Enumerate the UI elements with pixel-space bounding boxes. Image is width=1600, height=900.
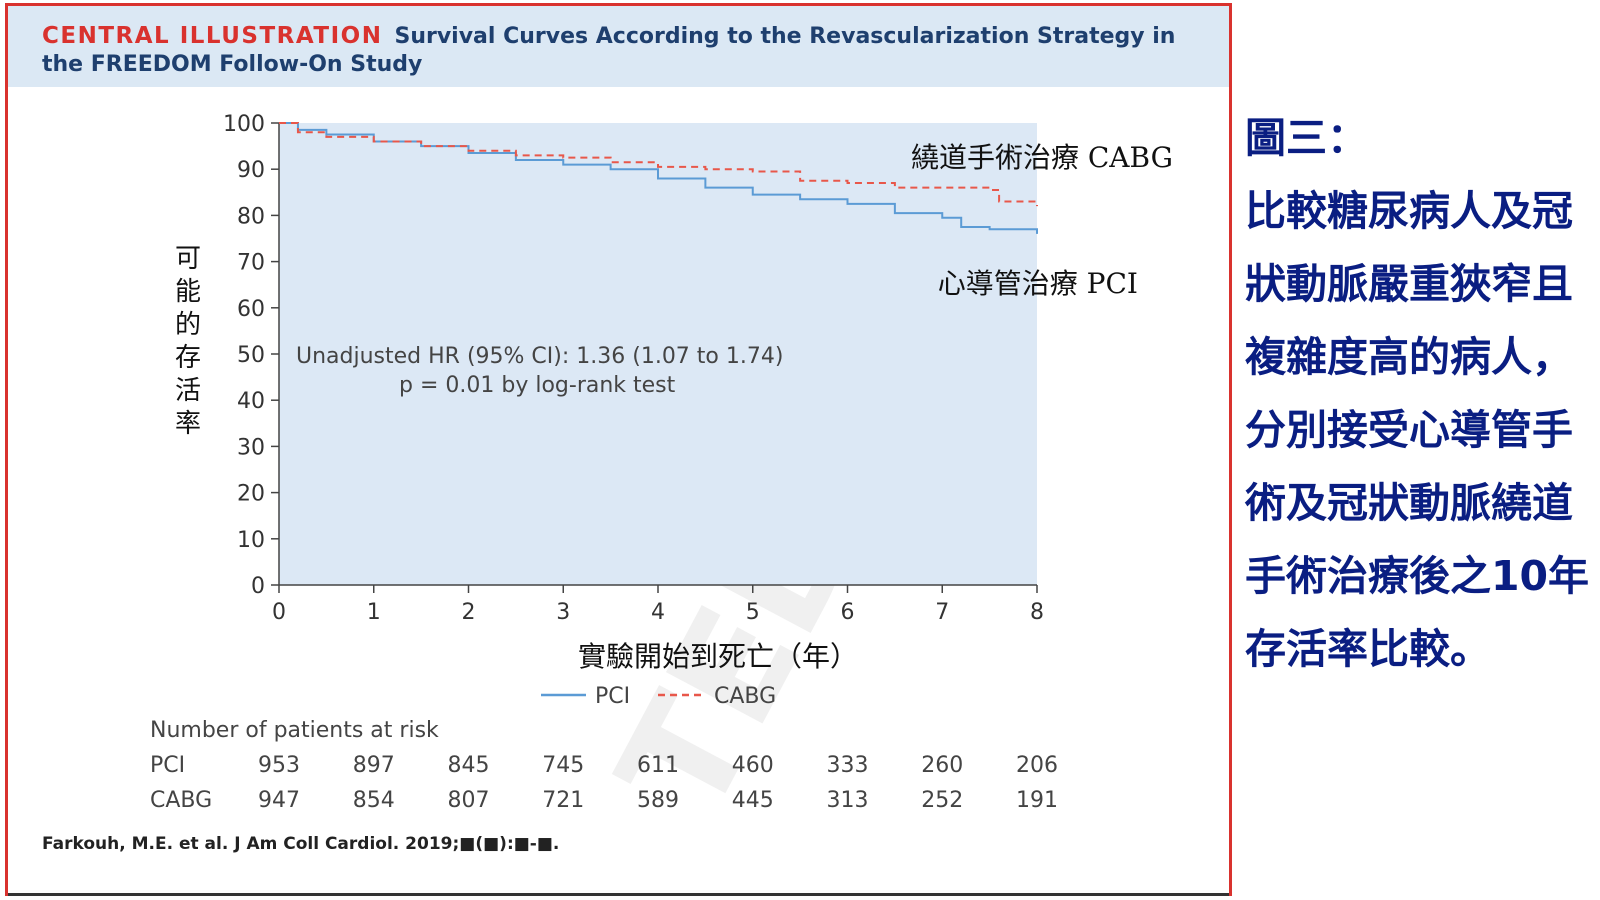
y-tick-label: 10 — [237, 528, 265, 553]
risk-cell: 589 — [637, 788, 679, 813]
citation: Farkouh, M.E. et al. J Am Coll Cardiol. … — [42, 834, 559, 854]
risk-cell: 260 — [921, 753, 963, 778]
header-text: CENTRAL ILLUSTRATION Survival Curves Acco… — [42, 22, 1192, 79]
risk-cell: 953 — [258, 753, 300, 778]
risk-row-label: CABG — [150, 788, 212, 813]
risk-cell: 252 — [921, 788, 963, 813]
header-label: CENTRAL ILLUSTRATION — [42, 23, 383, 49]
series-layer — [279, 122, 1038, 234]
risk-cell: 206 — [1016, 753, 1058, 778]
x-tick-label: 7 — [935, 600, 949, 625]
risk-cell: 807 — [448, 788, 490, 813]
risk-table: Number of patients at risk PCI 953 897 845 7… — [150, 718, 1058, 813]
caption-heading: 圖三： — [1245, 114, 1368, 162]
y-tick-label: 50 — [237, 343, 265, 368]
y-tick-label: 0 — [251, 574, 265, 599]
risk-cell: 445 — [732, 788, 774, 813]
risk-cell: 845 — [448, 753, 490, 778]
y-axis-title-char: 存 — [175, 343, 201, 373]
right-caption: 圖三： 比較糖尿病人及冠狀動脈嚴重狹窄且複雜度高的病人，分別接受心導管手術及冠狀… — [1245, 102, 1597, 686]
y-axis-title-char: 率 — [175, 409, 201, 439]
y-tick-label: 60 — [237, 297, 265, 322]
risk-cell: 313 — [827, 788, 869, 813]
y-tick-label: 20 — [237, 482, 265, 507]
x-axis-title: 實驗開始到死亡（年） — [578, 640, 858, 673]
plot-area — [279, 123, 1037, 585]
central-illustration-panel: CENTRAL ILLUSTRATION Survival Curves Acco… — [5, 3, 1232, 896]
x-tick-label: 5 — [746, 600, 760, 625]
risk-cell: 191 — [1016, 788, 1058, 813]
risk-cell: 333 — [827, 753, 869, 778]
risk-cell: 947 — [258, 788, 300, 813]
risk-cell: 460 — [732, 753, 774, 778]
bottom-rule — [8, 893, 1229, 896]
y-tick-label: 100 — [223, 112, 265, 137]
p-value-annotation: p = 0.01 by log-rank test — [399, 373, 676, 398]
risk-cell: 611 — [637, 753, 679, 778]
y-axis-title-char: 可 — [175, 244, 201, 274]
y-tick-label: 90 — [237, 158, 265, 183]
y-tick-label: 80 — [237, 204, 265, 229]
risk-cell: 745 — [542, 753, 584, 778]
hr-annotation: Unadjusted HR (95% CI): 1.36 (1.07 to 1.… — [296, 344, 783, 369]
y-axis-title-char: 能 — [175, 277, 201, 307]
x-tick-label: 0 — [272, 600, 286, 625]
y-tick-label: 30 — [237, 435, 265, 460]
risk-row-label: PCI — [150, 753, 185, 778]
y-tick-label: 40 — [237, 389, 265, 414]
axes: 0 10 20 30 40 50 60 70 80 90 100 0 1 2 3 4 5 6 7 8 — [223, 112, 1044, 625]
legend: PCI CABG — [541, 684, 776, 709]
curve-label-pci: 心導管治療 PCI — [938, 267, 1138, 300]
risk-cell: 897 — [353, 753, 395, 778]
risk-cell: 721 — [542, 788, 584, 813]
y-axis-title-char: 的 — [175, 310, 201, 340]
x-tick-label: 8 — [1030, 600, 1044, 625]
risk-cell: 854 — [353, 788, 395, 813]
x-tick-label: 3 — [556, 600, 570, 625]
x-tick-label: 1 — [367, 600, 381, 625]
x-tick-label: 6 — [841, 600, 855, 625]
y-axis-title-char: 活 — [175, 376, 201, 406]
header-title: Survival Curves According to the Revascu… — [42, 24, 1176, 77]
risk-table-title: Number of patients at risk — [150, 718, 439, 743]
y-tick-label: 70 — [237, 251, 265, 276]
header-band: CENTRAL ILLUSTRATION Survival Curves Acco… — [8, 6, 1229, 87]
legend-pci-label: PCI — [595, 684, 630, 709]
caption-body: 比較糖尿病人及冠狀動脈嚴重狹窄且複雜度高的病人，分別接受心導管手術及冠狀動脈繞道… — [1245, 187, 1590, 673]
x-tick-label: 2 — [462, 600, 476, 625]
curve-label-cabg: 繞道手術治療 CABG — [911, 141, 1173, 174]
legend-cabg-label: CABG — [714, 684, 776, 709]
x-tick-label: 4 — [651, 600, 665, 625]
series-line-cabg — [279, 122, 1038, 207]
